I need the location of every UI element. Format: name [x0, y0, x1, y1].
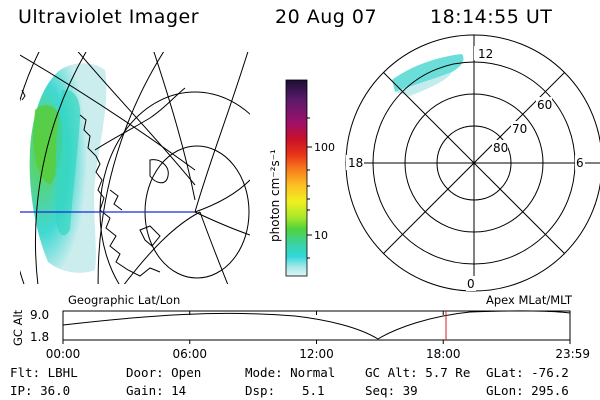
mlt-label-dawn: 6 — [576, 156, 584, 170]
timeline-xtick-1200: 12:00 — [299, 347, 334, 361]
mlt-label-midnight: 0 — [467, 277, 475, 291]
glat-field: GLat: -76.2 — [486, 365, 569, 380]
colorbar-tick-10: 10 — [314, 229, 328, 242]
altitude-timeline: Geographic Lat/Lon Apex MLat/MLT GC Alt … — [11, 293, 590, 361]
geographic-map — [20, 52, 250, 284]
aurora-patch-cyan — [55, 89, 81, 236]
instrument-title: Ultraviolet Imager — [18, 6, 200, 28]
lat-label-60: 60 — [537, 98, 552, 112]
coastline — [21, 87, 186, 277]
mlt-label-dusk: 18 — [348, 156, 363, 170]
mode-field: Mode: Normal — [245, 365, 336, 380]
colorbar-tick-100: 100 — [314, 141, 335, 154]
timeline-right-label: Apex MLat/MLT — [486, 293, 573, 307]
observation-time: 18:14:55 UT — [430, 6, 553, 28]
door-field: Door: Open — [126, 365, 202, 380]
lat-label-70: 70 — [512, 122, 527, 136]
gc-alt-field: GC Alt: 5.7 Re — [365, 365, 471, 380]
lat-label-80: 80 — [493, 141, 508, 155]
timeline-xtick-2359: 23:59 — [555, 347, 590, 361]
timeline-left-label: Geographic Lat/Lon — [68, 293, 180, 307]
timeline-xtick-0000: 00:00 — [46, 347, 81, 361]
glon-field: GLon: 295.6 — [486, 383, 569, 398]
timeline-xtick-1800: 18:00 — [426, 347, 461, 361]
observation-date: 20 Aug 07 — [275, 6, 378, 28]
timeline-ytick-top: 9.0 — [30, 308, 49, 322]
aurora-edge-polar — [395, 72, 452, 96]
polar-mlt-plot: 12 18 6 0 60 70 80 — [345, 34, 600, 292]
timeline-axis-title: GC Alt — [11, 309, 25, 346]
gc-altitude-curve — [62, 310, 571, 340]
gain-field: Gain: 14 — [126, 383, 187, 398]
timeline-ytick-bottom: 1.8 — [30, 330, 49, 344]
mlt-label-noon: 12 — [478, 47, 493, 61]
dsp-value: 5.1 — [302, 383, 325, 398]
colorbar: 100 10 photon cm⁻²s⁻¹ — [268, 79, 335, 277]
colorbar-scale — [285, 79, 308, 277]
seq-field: Seq: 39 — [365, 383, 418, 398]
dsp-label: Dsp: — [245, 383, 276, 398]
timeline-frame — [62, 310, 571, 341]
header: Ultraviolet Imager 20 Aug 07 18:14:55 UT — [0, 6, 600, 32]
ip-field: IP: 36.0 — [10, 383, 71, 398]
timeline-xtick-0600: 06:00 — [172, 347, 207, 361]
colorbar-unit-label: photon cm⁻²s⁻¹ — [268, 149, 282, 242]
flt-field: Flt: LBHL — [10, 365, 78, 380]
polar-diagonal-2 — [383, 72, 565, 254]
